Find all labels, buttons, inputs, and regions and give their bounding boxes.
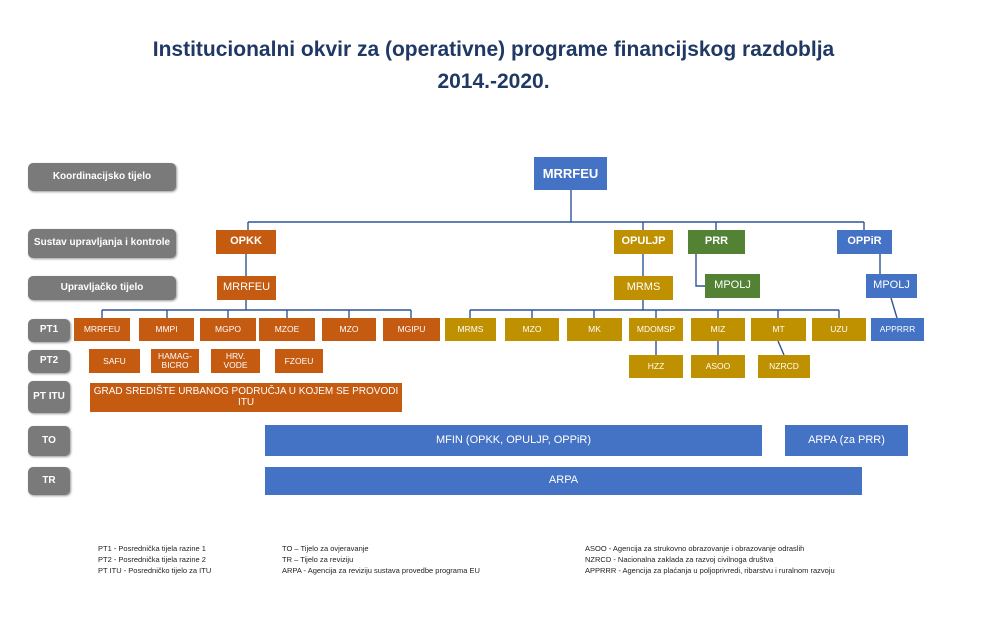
org-box: FZOEU	[275, 349, 323, 373]
org-box: MRRFEU	[534, 157, 607, 190]
org-box: MIZ	[691, 318, 745, 341]
org-box: MRMS	[445, 318, 496, 341]
org-box: MGIPU	[383, 318, 440, 341]
org-box: MZOE	[259, 318, 315, 341]
org-box: MT	[751, 318, 806, 341]
row-label: TO	[28, 426, 70, 456]
connector	[695, 254, 705, 287]
org-box: MZO	[505, 318, 559, 341]
legend-line: PT ITU - Posredničko tijelo za ITU	[98, 566, 212, 575]
row-label: Sustav upravljanja i kontrole	[28, 229, 176, 258]
org-box: NZRCD	[758, 355, 810, 378]
org-box: MRMS	[614, 276, 673, 300]
org-box: MRRFEU	[74, 318, 130, 341]
org-box: HRV. VODE	[211, 349, 260, 373]
org-box: GRAD SREDIŠTE URBANOG PODRUČJA U KOJEM S…	[90, 383, 402, 412]
row-label: Koordinacijsko tijelo	[28, 163, 176, 191]
title-line: Institucionalni okvir za (operativne) pr…	[152, 38, 835, 61]
org-box: ASOO	[691, 355, 745, 378]
row-label: Upravljačko tijelo	[28, 276, 176, 300]
legend-line: APPRRR - Agencija za plaćanja u poljopri…	[585, 566, 835, 575]
org-box: ARPA (za PRR)	[785, 425, 908, 456]
org-box: MFIN (OPKK, OPULJP, OPPiR)	[265, 425, 762, 456]
legend-line: ASOO - Agencija za strukovno obrazovanje…	[585, 544, 805, 553]
org-box: MZO	[322, 318, 376, 341]
title-line: 2014.-2020.	[437, 70, 550, 93]
row-label: PT2	[28, 350, 70, 373]
org-box: HAMAG-BICRO	[151, 349, 199, 373]
row-label: PT ITU	[28, 381, 70, 413]
org-box: PRR	[688, 230, 745, 254]
org-box: UZU	[812, 318, 866, 341]
legend-line: NZRCD - Nacionalna zaklada za razvoj civ…	[585, 555, 774, 564]
org-box: MGPO	[200, 318, 256, 341]
org-box: ARPA	[265, 467, 862, 495]
org-box: MPOLJ	[866, 274, 917, 298]
org-box: MK	[567, 318, 622, 341]
connector	[890, 297, 898, 319]
legend-line: PT2 - Posrednička tijela razine 2	[98, 555, 206, 564]
org-box: MDOMSP	[629, 318, 683, 341]
legend-line: ARPA - Agencija za reviziju sustava prov…	[282, 566, 480, 575]
org-box: MRRFEU	[217, 276, 276, 300]
org-box: OPKK	[216, 230, 276, 254]
org-box: APPRRR	[871, 318, 924, 341]
org-box: MPOLJ	[705, 274, 760, 298]
connector	[777, 340, 785, 356]
legend-line: TO – Tijelo za ovjeravanje	[282, 544, 369, 553]
row-label: TR	[28, 467, 70, 495]
legend-line: TR – Tijelo za reviziju	[282, 555, 354, 564]
legend-line: PT1 - Posrednička tijela razine 1	[98, 544, 206, 553]
org-box: SAFU	[89, 349, 140, 373]
org-box: OPPiR	[837, 230, 892, 254]
org-box: MMPI	[139, 318, 194, 341]
org-box: OPULJP	[614, 230, 673, 254]
org-box: HZZ	[629, 355, 683, 378]
row-label: PT1	[28, 319, 70, 342]
